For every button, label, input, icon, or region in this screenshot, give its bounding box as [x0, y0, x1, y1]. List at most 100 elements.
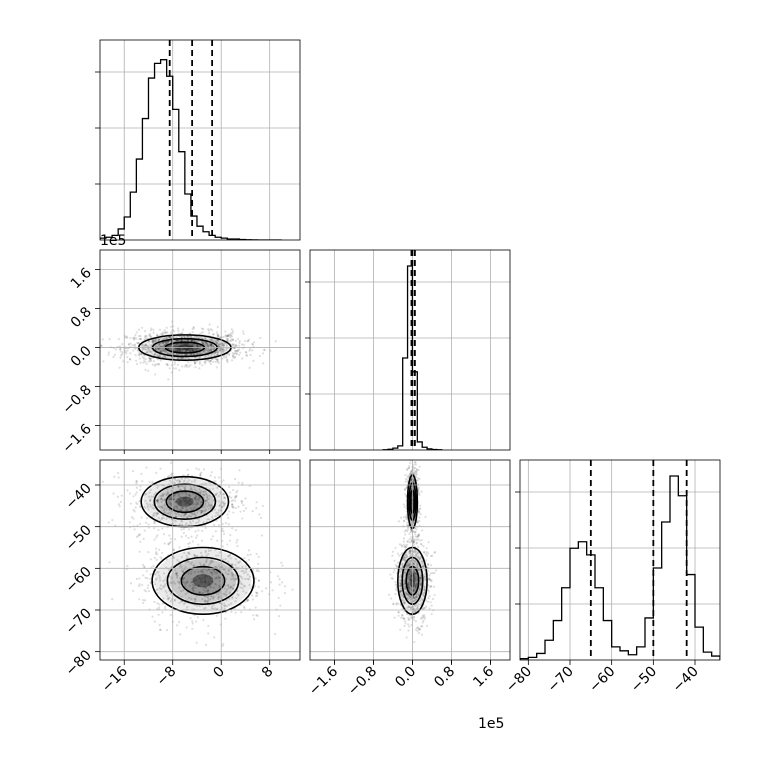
sample-point [159, 347, 162, 350]
sample-point [179, 345, 182, 348]
sample-point [224, 330, 227, 333]
sample-point [185, 342, 188, 345]
sample-point [149, 577, 152, 581]
sample-point [204, 507, 207, 511]
sample-point [234, 339, 237, 342]
sample-point [212, 586, 215, 589]
sample-point [213, 524, 216, 527]
sample-point [204, 551, 207, 554]
sample-point [398, 554, 401, 557]
sample-point [187, 348, 190, 352]
sample-point [188, 349, 191, 353]
sample-point [160, 347, 163, 351]
sample-point [407, 618, 410, 622]
sample-point [156, 354, 159, 357]
sample-point [170, 340, 173, 343]
sample-point [168, 367, 171, 370]
sample-point [135, 331, 138, 334]
sample-point [180, 365, 184, 368]
sample-point [141, 480, 144, 483]
sample-point [238, 341, 241, 344]
sample-point [170, 496, 173, 499]
sample-point [161, 494, 165, 497]
sample-point [188, 515, 191, 518]
sample-point [208, 350, 211, 353]
sample-point [147, 551, 150, 554]
sample-point [204, 348, 207, 352]
sample-point [148, 503, 152, 506]
sample-point [143, 354, 146, 357]
sample-point [208, 497, 211, 501]
sample-point [236, 538, 239, 542]
sample-point [190, 339, 193, 342]
sample-point [187, 528, 191, 531]
sample-point [228, 352, 231, 355]
sample-point [160, 342, 163, 345]
sample-point [214, 357, 217, 360]
sample-point [204, 351, 207, 354]
sample-point [190, 348, 194, 351]
sample-point [278, 615, 281, 618]
sample-point [210, 338, 214, 341]
sample-point [142, 357, 145, 360]
sample-point [233, 496, 237, 499]
sample-point [139, 488, 142, 492]
sample-point [218, 348, 222, 352]
sample-point [149, 359, 152, 362]
sample-point [183, 335, 186, 338]
sample-point [158, 606, 161, 609]
sample-point [137, 534, 140, 537]
sample-point [237, 481, 240, 484]
sample-point [161, 507, 164, 510]
sample-point [191, 540, 195, 543]
sample-point [141, 355, 144, 359]
sample-point [160, 332, 163, 335]
sample-point [176, 498, 179, 501]
sample-point [185, 499, 188, 502]
sample-point [129, 358, 132, 361]
sample-point [152, 580, 155, 584]
sample-point [194, 494, 197, 498]
sample-point [420, 543, 423, 546]
sample-point [191, 622, 194, 625]
ytick-label-1-0: −1.6 [59, 421, 94, 456]
sample-point [178, 480, 181, 484]
sample-point [119, 500, 122, 504]
sample-point [269, 581, 273, 584]
sample-point [414, 620, 417, 623]
sample-point [195, 360, 199, 363]
sample-point [193, 513, 196, 516]
sample-point [221, 527, 224, 530]
sample-point [251, 598, 255, 601]
sample-point [187, 473, 190, 476]
sample-point [135, 359, 138, 362]
sample-point [258, 513, 261, 516]
sample-point [209, 328, 212, 331]
sample-point [214, 351, 217, 354]
sample-point [259, 336, 262, 340]
sample-point [184, 353, 188, 357]
sample-point [149, 335, 152, 338]
sample-point [201, 529, 204, 532]
sample-point [174, 520, 177, 523]
sample-point [227, 334, 230, 337]
sample-point [170, 344, 173, 347]
sample-point [257, 579, 261, 583]
sample-point [145, 362, 148, 365]
sample-point [175, 343, 179, 346]
sample-point [392, 571, 395, 574]
sample-point [236, 489, 239, 492]
sample-point [190, 343, 194, 346]
sample-point [216, 358, 219, 361]
sample-point [204, 586, 208, 590]
sample-point [148, 358, 151, 361]
sample-point [149, 499, 152, 502]
sample-point [198, 519, 201, 522]
sample-point [217, 509, 221, 512]
sample-point [430, 604, 433, 607]
sample-point [134, 506, 137, 509]
sample-point [230, 499, 233, 503]
sample-point [198, 367, 201, 370]
sample-point [102, 360, 105, 363]
sample-point [205, 499, 209, 503]
